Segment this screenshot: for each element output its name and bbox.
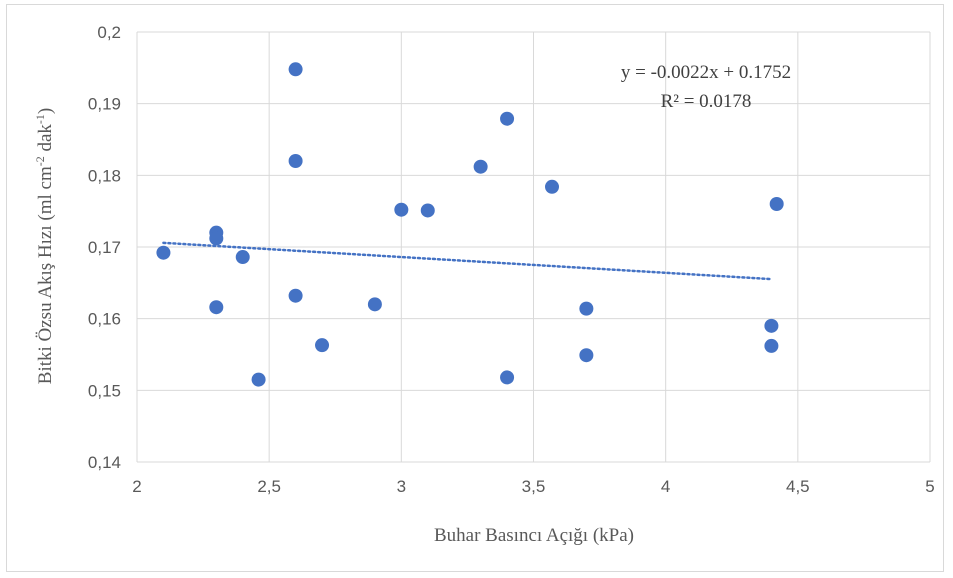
y-tick-label: 0,16 — [88, 310, 121, 329]
trendline — [163, 243, 771, 279]
y-tick-label: 0,18 — [88, 166, 121, 185]
data-point — [579, 348, 593, 362]
data-point — [156, 246, 170, 260]
data-point — [289, 62, 303, 76]
trendline-r-squared: R² = 0.0178 — [661, 91, 752, 112]
data-point — [289, 289, 303, 303]
data-point — [315, 338, 329, 352]
y-tick-label: 0,19 — [88, 95, 121, 114]
y-axis-title-part-1: Bitki Özsu Akış Hızı (ml cm — [35, 166, 56, 384]
x-axis-title: Buhar Basıncı Açığı (kPa) — [434, 525, 634, 546]
y-tick-labels: 0,14 0,15 0,16 0,17 0,18 0,19 0,2 — [88, 23, 121, 472]
data-point — [545, 180, 559, 194]
data-point — [236, 250, 250, 264]
y-tick-label: 0,15 — [88, 381, 121, 400]
data-point — [209, 300, 223, 314]
y-axis-title-part-3: ) — [35, 108, 56, 114]
x-tick-label: 3 — [397, 477, 406, 496]
x-tick-label: 2 — [132, 477, 141, 496]
y-tick-label: 0,14 — [88, 453, 121, 472]
x-tick-label: 5 — [925, 477, 934, 496]
data-point — [770, 197, 784, 211]
x-tick-label: 2,5 — [257, 477, 281, 496]
data-point — [368, 297, 382, 311]
data-point — [500, 370, 514, 384]
data-point — [289, 154, 303, 168]
gridlines — [137, 32, 930, 462]
trendline-equation: y = -0.0022x + 0.1752 — [621, 62, 791, 83]
y-axis-title: Bitki Özsu Akış Hızı (ml cm-2 dak-1) — [33, 108, 56, 384]
data-point — [394, 203, 408, 217]
y-axis-title-sup-2: -1 — [33, 114, 47, 124]
x-tick-label: 3,5 — [522, 477, 546, 496]
y-axis-title-sup-1: -2 — [33, 156, 47, 166]
x-tick-labels: 2 2,5 3 3,5 4 4,5 5 — [132, 477, 934, 496]
data-point — [252, 373, 266, 387]
trendline-group — [163, 243, 771, 279]
data-point — [474, 160, 488, 174]
data-point — [579, 302, 593, 316]
x-tick-label: 4 — [661, 477, 670, 496]
x-tick-label: 4,5 — [786, 477, 810, 496]
data-point — [764, 319, 778, 333]
y-axis-title-part-2: dak — [35, 124, 56, 157]
data-point — [500, 112, 514, 126]
y-tick-label: 0,17 — [88, 238, 121, 257]
data-point — [209, 231, 223, 245]
y-tick-label: 0,2 — [97, 23, 121, 42]
data-point — [421, 203, 435, 217]
data-point — [764, 339, 778, 353]
